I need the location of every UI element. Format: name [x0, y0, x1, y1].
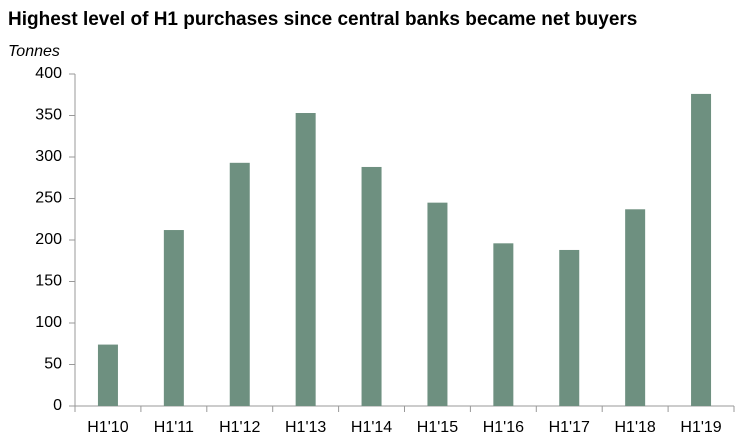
- y-tick-label: 100: [35, 314, 62, 331]
- bar: [427, 202, 448, 406]
- y-tick-label: 300: [35, 148, 62, 165]
- y-tick-label: 350: [35, 107, 62, 124]
- y-axis-label: Tonnes: [8, 43, 60, 60]
- bar: [163, 230, 184, 406]
- x-tick-label: H1'19: [680, 419, 721, 436]
- x-tick-label: H1'18: [614, 419, 655, 436]
- x-tick-label: H1'11: [154, 419, 194, 436]
- y-tick-label: 0: [53, 397, 62, 414]
- bar: [691, 93, 712, 407]
- x-tick-label: H1'13: [285, 419, 326, 436]
- x-tick-label: H1'12: [219, 419, 260, 436]
- bar: [559, 249, 580, 406]
- x-tick-label: H1'17: [549, 419, 590, 436]
- bar: [97, 344, 118, 406]
- bar: [493, 243, 514, 406]
- y-tick-label: 200: [35, 231, 62, 248]
- bar: [361, 166, 382, 406]
- y-tick-label: 400: [35, 65, 62, 82]
- bar: [625, 209, 646, 406]
- chart-title: Highest level of H1 purchases since cent…: [8, 9, 637, 30]
- x-tick-label: H1'14: [351, 419, 392, 436]
- bar: [229, 162, 250, 406]
- y-tick-label: 150: [35, 273, 62, 290]
- x-tick-label: H1'15: [417, 419, 458, 436]
- x-tick-label: H1'16: [483, 419, 524, 436]
- bar: [295, 113, 316, 406]
- y-tick-label: 50: [44, 356, 62, 373]
- x-tick-label: H1'10: [87, 419, 128, 436]
- y-tick-label: 250: [35, 190, 62, 207]
